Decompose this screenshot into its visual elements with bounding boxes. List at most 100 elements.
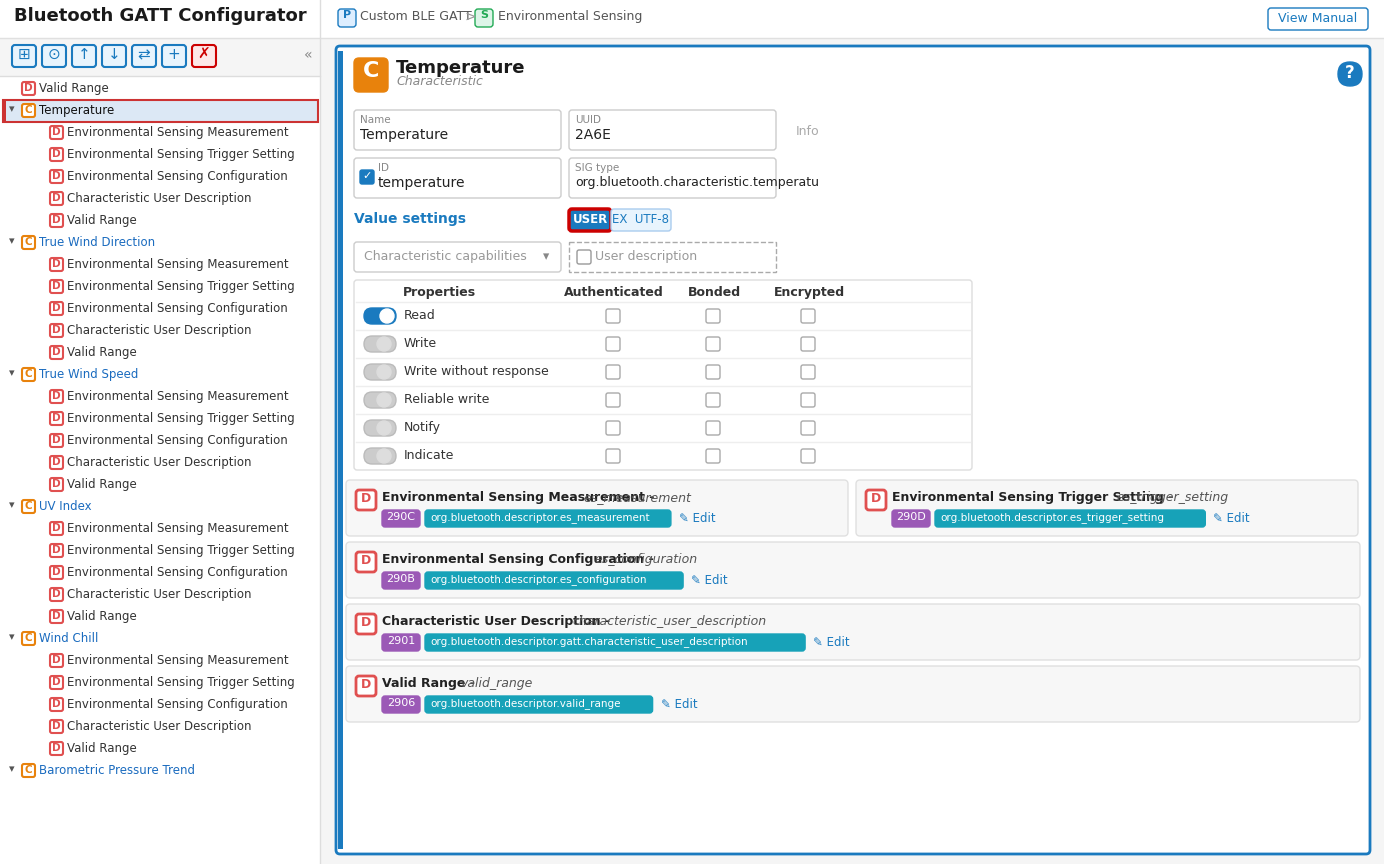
FancyBboxPatch shape	[192, 45, 216, 67]
Text: Characteristic capabilities: Characteristic capabilities	[364, 250, 527, 263]
Text: Write without response: Write without response	[404, 365, 548, 378]
Text: SIG type: SIG type	[574, 163, 619, 173]
Text: Characteristic User Description: Characteristic User Description	[66, 192, 252, 205]
Text: ✎ Edit: ✎ Edit	[812, 636, 850, 649]
Text: True Wind Speed: True Wind Speed	[39, 368, 138, 381]
Text: D: D	[361, 678, 371, 691]
Text: D: D	[53, 721, 61, 731]
Text: Write: Write	[404, 337, 437, 350]
Text: D: D	[24, 83, 33, 93]
Text: True Wind Direction: True Wind Direction	[39, 236, 155, 249]
Text: D: D	[53, 171, 61, 181]
Circle shape	[376, 337, 392, 351]
FancyBboxPatch shape	[50, 742, 64, 755]
FancyBboxPatch shape	[356, 614, 376, 634]
Text: Environmental Sensing Trigger Setting: Environmental Sensing Trigger Setting	[66, 412, 295, 425]
Text: Temperature: Temperature	[396, 59, 526, 77]
FancyBboxPatch shape	[425, 634, 805, 651]
FancyBboxPatch shape	[356, 490, 376, 510]
Text: D: D	[361, 492, 371, 505]
Text: characteristic_user_description: characteristic_user_description	[573, 615, 767, 628]
Text: Valid Range: Valid Range	[66, 478, 137, 491]
Text: D: D	[53, 655, 61, 665]
Text: 290D: 290D	[895, 512, 926, 522]
FancyBboxPatch shape	[50, 148, 64, 161]
Circle shape	[376, 449, 392, 463]
FancyBboxPatch shape	[606, 337, 620, 351]
Text: 2901: 2901	[388, 636, 415, 646]
Text: Reliable write: Reliable write	[404, 393, 490, 406]
FancyBboxPatch shape	[50, 434, 64, 447]
Text: ⊙: ⊙	[47, 47, 61, 62]
FancyBboxPatch shape	[72, 45, 95, 67]
Text: C: C	[25, 765, 32, 775]
FancyBboxPatch shape	[425, 696, 653, 713]
FancyBboxPatch shape	[338, 9, 356, 27]
Circle shape	[376, 393, 392, 407]
FancyBboxPatch shape	[346, 480, 848, 536]
FancyBboxPatch shape	[569, 110, 776, 150]
Text: ⇄: ⇄	[137, 47, 151, 62]
Text: Environmental Sensing Configuration: Environmental Sensing Configuration	[66, 302, 288, 315]
Text: Environmental Sensing Trigger Setting: Environmental Sensing Trigger Setting	[66, 280, 295, 293]
Text: Characteristic User Description: Characteristic User Description	[66, 588, 252, 601]
Text: +: +	[167, 47, 180, 62]
FancyBboxPatch shape	[569, 242, 776, 272]
FancyBboxPatch shape	[336, 46, 1370, 854]
FancyBboxPatch shape	[364, 336, 396, 352]
FancyBboxPatch shape	[162, 45, 185, 67]
Text: Environmental Sensing Measurement: Environmental Sensing Measurement	[66, 654, 289, 667]
Text: Environmental Sensing Configuration: Environmental Sensing Configuration	[66, 698, 288, 711]
FancyBboxPatch shape	[50, 346, 64, 359]
FancyBboxPatch shape	[382, 510, 419, 527]
FancyBboxPatch shape	[346, 666, 1360, 722]
Text: Name: Name	[360, 115, 390, 125]
Text: D: D	[53, 193, 61, 203]
Text: Indicate: Indicate	[404, 449, 454, 462]
FancyBboxPatch shape	[354, 242, 561, 272]
Text: Characteristic User Description: Characteristic User Description	[66, 456, 252, 469]
Text: D: D	[53, 589, 61, 599]
Text: es_configuration: es_configuration	[595, 553, 698, 566]
FancyBboxPatch shape	[50, 478, 64, 491]
FancyBboxPatch shape	[936, 510, 1205, 527]
FancyBboxPatch shape	[606, 421, 620, 435]
FancyBboxPatch shape	[50, 698, 64, 711]
Text: Environmental Sensing Configuration: Environmental Sensing Configuration	[66, 434, 288, 447]
FancyBboxPatch shape	[801, 421, 815, 435]
FancyBboxPatch shape	[610, 209, 671, 231]
FancyBboxPatch shape	[364, 308, 396, 324]
Text: ✎ Edit: ✎ Edit	[680, 512, 716, 525]
Text: D: D	[53, 149, 61, 159]
Text: Characteristic User Description: Characteristic User Description	[66, 720, 252, 733]
FancyBboxPatch shape	[22, 500, 35, 513]
FancyBboxPatch shape	[1338, 62, 1362, 86]
FancyBboxPatch shape	[320, 38, 1384, 864]
FancyBboxPatch shape	[382, 572, 419, 589]
FancyBboxPatch shape	[801, 309, 815, 323]
FancyBboxPatch shape	[356, 552, 376, 572]
FancyBboxPatch shape	[606, 365, 620, 379]
Text: Read: Read	[404, 309, 436, 322]
Text: Environmental Sensing Measurement: Environmental Sensing Measurement	[66, 258, 289, 271]
FancyBboxPatch shape	[346, 604, 1360, 660]
Text: D: D	[53, 325, 61, 335]
Text: Valid Range: Valid Range	[66, 346, 137, 359]
Text: D: D	[53, 479, 61, 489]
Text: Environmental Sensing Measurement: Environmental Sensing Measurement	[66, 522, 289, 535]
FancyBboxPatch shape	[50, 126, 64, 139]
FancyBboxPatch shape	[364, 392, 396, 408]
Text: C: C	[25, 237, 32, 247]
Text: Environmental Sensing Measurement: Environmental Sensing Measurement	[66, 390, 289, 403]
Text: D: D	[361, 554, 371, 567]
Text: org.bluetooth.descriptor.es_configuration: org.bluetooth.descriptor.es_configuratio…	[430, 574, 646, 585]
Text: View Manual: View Manual	[1279, 12, 1358, 25]
Text: Properties: Properties	[403, 286, 476, 299]
Text: ▾: ▾	[10, 104, 15, 114]
Text: Environmental Sensing: Environmental Sensing	[498, 10, 642, 23]
Text: D: D	[53, 391, 61, 401]
Text: Valid Range: Valid Range	[39, 82, 109, 95]
Text: D: D	[53, 523, 61, 533]
FancyBboxPatch shape	[50, 566, 64, 579]
FancyBboxPatch shape	[606, 449, 620, 463]
